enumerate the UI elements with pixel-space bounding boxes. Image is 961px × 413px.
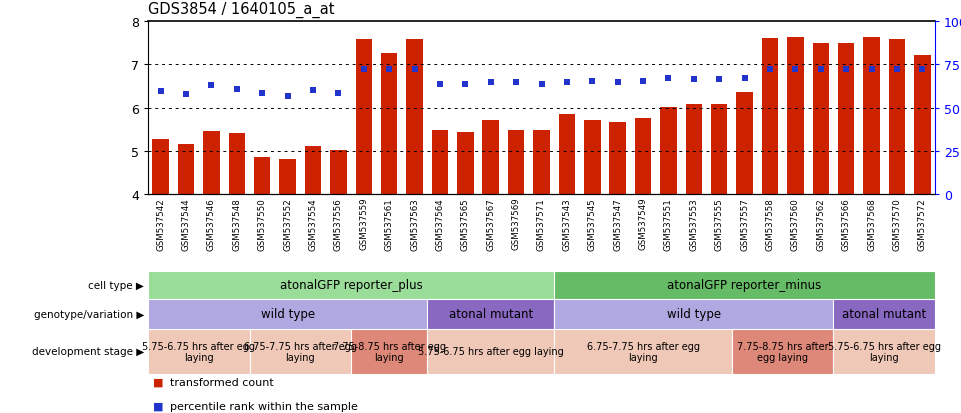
Text: ■: ■ <box>153 377 163 387</box>
Bar <box>229 134 245 195</box>
Point <box>864 66 879 73</box>
Bar <box>660 107 677 195</box>
Point <box>407 66 422 73</box>
Point <box>508 80 524 86</box>
Text: 5.75-6.75 hrs after egg laying: 5.75-6.75 hrs after egg laying <box>418 347 563 357</box>
Point <box>331 90 346 97</box>
Point <box>533 81 549 88</box>
Bar <box>833 329 935 374</box>
Point <box>457 81 473 88</box>
Text: 7.75-8.75 hrs after
egg laying: 7.75-8.75 hrs after egg laying <box>737 341 828 363</box>
Point <box>306 88 321 94</box>
Bar <box>250 329 351 374</box>
Bar <box>732 329 833 374</box>
Bar <box>889 40 905 195</box>
Bar <box>507 130 525 195</box>
Bar <box>431 131 448 195</box>
Point <box>357 66 372 73</box>
Point <box>432 81 448 88</box>
Text: 5.75-6.75 hrs after egg
laying: 5.75-6.75 hrs after egg laying <box>142 341 256 363</box>
Bar <box>428 329 554 374</box>
Text: 6.75-7.75 hrs after egg
laying: 6.75-7.75 hrs after egg laying <box>586 341 700 363</box>
Point <box>635 78 651 85</box>
Bar <box>351 329 428 374</box>
Bar <box>203 132 220 195</box>
Bar <box>635 119 652 195</box>
Bar <box>381 53 398 195</box>
Point <box>610 79 626 85</box>
Bar <box>148 299 428 329</box>
Point <box>762 66 777 73</box>
Point <box>255 90 270 97</box>
Point <box>483 80 499 86</box>
Bar <box>554 299 833 329</box>
Point <box>229 87 244 93</box>
Bar <box>153 139 169 195</box>
Text: 5.75-6.75 hrs after egg
laying: 5.75-6.75 hrs after egg laying <box>827 341 941 363</box>
Text: cell type ▶: cell type ▶ <box>88 280 144 290</box>
Point <box>889 66 904 73</box>
Text: ■: ■ <box>153 401 163 411</box>
Bar <box>685 105 702 195</box>
Text: atonal mutant: atonal mutant <box>842 308 926 321</box>
Text: 7.75-8.75 hrs after egg
laying: 7.75-8.75 hrs after egg laying <box>333 341 446 363</box>
Bar <box>428 299 554 329</box>
Bar <box>609 123 626 195</box>
Point <box>915 66 930 73</box>
Bar <box>554 329 732 374</box>
Point <box>788 66 803 73</box>
Point <box>686 77 702 83</box>
Text: atonalGFP reporter_minus: atonalGFP reporter_minus <box>668 279 822 292</box>
Bar <box>863 38 879 195</box>
Bar <box>558 115 575 195</box>
Bar <box>254 158 270 195</box>
Bar <box>736 93 752 195</box>
Bar <box>838 44 854 195</box>
Bar <box>584 120 601 195</box>
Bar <box>482 120 499 195</box>
Bar <box>833 299 935 329</box>
Bar <box>457 133 474 195</box>
Bar <box>533 131 550 195</box>
Point <box>382 66 397 73</box>
Point <box>204 83 219 90</box>
Bar <box>554 271 935 299</box>
Bar <box>914 56 930 195</box>
Text: percentile rank within the sample: percentile rank within the sample <box>170 401 358 411</box>
Bar <box>711 105 727 195</box>
Text: atonal mutant: atonal mutant <box>449 308 532 321</box>
Bar <box>305 146 321 195</box>
Point <box>838 66 853 73</box>
Text: 6.75-7.75 hrs after egg
laying: 6.75-7.75 hrs after egg laying <box>244 341 357 363</box>
Point <box>661 76 677 82</box>
Point <box>153 88 168 95</box>
Point <box>584 78 600 85</box>
Bar <box>356 40 372 195</box>
Bar <box>148 271 554 299</box>
Text: wild type: wild type <box>667 308 721 321</box>
Point <box>179 91 194 98</box>
Text: atonalGFP reporter_plus: atonalGFP reporter_plus <box>280 279 423 292</box>
Bar <box>812 43 829 195</box>
Text: wild type: wild type <box>260 308 314 321</box>
Point <box>559 79 575 85</box>
Bar <box>148 329 250 374</box>
Point <box>280 93 295 100</box>
Text: genotype/variation ▶: genotype/variation ▶ <box>34 309 144 319</box>
Bar <box>178 145 194 195</box>
Point <box>711 77 727 83</box>
Point <box>813 66 828 73</box>
Text: transformed count: transformed count <box>170 377 274 387</box>
Text: GDS3854 / 1640105_a_at: GDS3854 / 1640105_a_at <box>148 2 334 18</box>
Bar <box>331 150 347 195</box>
Point <box>737 76 752 82</box>
Bar <box>787 38 803 195</box>
Bar <box>407 40 423 195</box>
Text: development stage ▶: development stage ▶ <box>32 347 144 357</box>
Bar <box>762 39 778 195</box>
Bar <box>280 159 296 195</box>
